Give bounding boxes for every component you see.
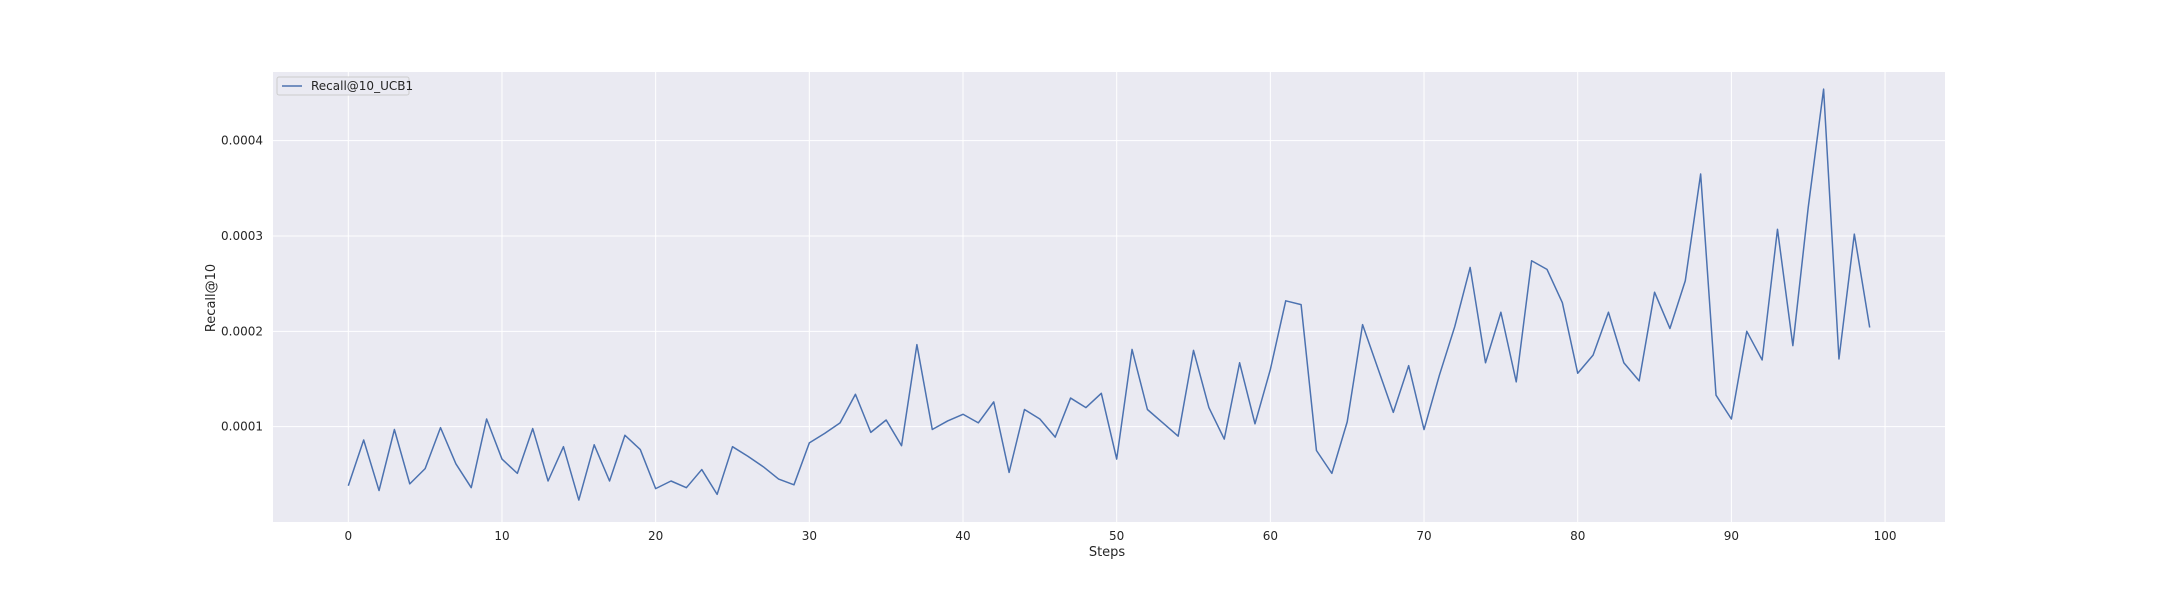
x-tick-label: 100 [1874, 529, 1897, 543]
vertical-gridlines [347, 72, 1886, 522]
y-tick-label: 0.0003 [221, 229, 263, 243]
y-axis-label: Recall@10 [204, 264, 219, 332]
x-tick-label: 90 [1724, 529, 1739, 543]
legend-label: Recall@10_UCB1 [311, 79, 413, 93]
x-tick-label: 10 [494, 529, 509, 543]
x-tick-label: 30 [802, 529, 817, 543]
legend-box [276, 76, 410, 96]
x-tick-labels: 0 10 20 30 40 50 60 70 80 90 100 [344, 529, 1896, 543]
x-tick-label: 80 [1570, 529, 1585, 543]
x-tick-label: 60 [1263, 529, 1278, 543]
x-axis-label: Steps [1089, 545, 1126, 560]
x-tick-label: 20 [648, 529, 663, 543]
y-tick-labels: 0.0001 0.0002 0.0003 0.0004 [221, 134, 263, 434]
y-tick-label: 0.0001 [221, 420, 263, 434]
x-tick-label: 50 [1109, 529, 1124, 543]
x-tick-label: 40 [955, 529, 970, 543]
series-line-recall-10-ucb1 [347, 88, 1871, 501]
legend: Recall@10_UCB1 [276, 76, 413, 96]
series-layer [347, 88, 1871, 501]
x-tick-label: 70 [1416, 529, 1431, 543]
plot-background [273, 72, 1945, 522]
y-tick-label: 0.0002 [221, 324, 263, 338]
x-tick-label: 0 [344, 529, 352, 543]
y-tick-label: 0.0004 [221, 134, 263, 148]
